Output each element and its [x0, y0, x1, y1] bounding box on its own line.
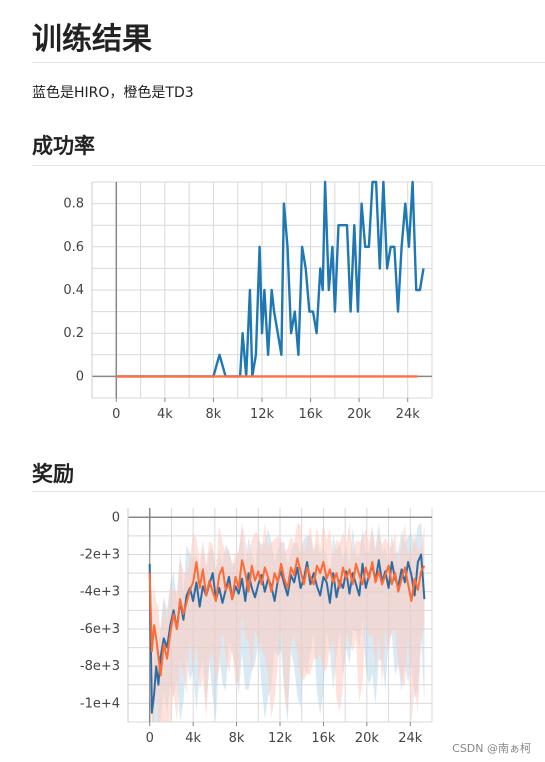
section-divider-success-rate	[32, 165, 545, 166]
series-line-2	[148, 557, 426, 677]
x-tick-label: 16k	[299, 407, 324, 422]
y-tick-label: 0.2	[63, 326, 84, 341]
y-tick-label: -4e+3	[80, 585, 120, 600]
x-tick-label: 24k	[396, 407, 421, 422]
x-tick-label: 24k	[398, 731, 423, 746]
x-tick-label: 4k	[157, 407, 173, 422]
x-tick-label: 20k	[355, 731, 380, 746]
x-tick-label: 8k	[229, 731, 245, 746]
success-rate-chart: 0 4k 8k 12k 16k 20k 24k 0 0.2 0.4 0.6 0.8	[63, 180, 433, 422]
x-tick-label: 20k	[347, 407, 372, 422]
series-line-1	[148, 553, 426, 714]
y-tick-label: 0.8	[63, 197, 84, 212]
reward-chart: 0 4k 8k 12k 16k 20k 24k 0 -2e+3 -4e+3 -6e+3 -8e+3 -1…	[80, 508, 433, 746]
section-title-success-rate: 成功率	[32, 134, 95, 158]
x-tick-label: 12k	[268, 731, 293, 746]
x-tick-label: 0	[146, 731, 154, 746]
legend-description: 蓝色是HIRO，橙色是TD3	[32, 85, 194, 101]
y-tick-label: 0.6	[63, 240, 84, 255]
page-title: 训练结果	[32, 22, 152, 57]
x-tick-label: 12k	[250, 407, 275, 422]
y-tick-label: 0	[112, 510, 120, 525]
y-tick-label: -6e+3	[80, 622, 120, 637]
y-tick-label: 0.4	[63, 283, 84, 298]
series-line-1	[116, 180, 425, 378]
y-tick-label: -8e+3	[80, 659, 120, 674]
x-tick-label: 0	[112, 407, 120, 422]
x-tick-label: 8k	[206, 407, 222, 422]
x-tick-label: 16k	[311, 731, 336, 746]
watermark: CSDN @南ぁ柯	[452, 742, 531, 755]
section-title-reward: 奖励	[32, 462, 74, 486]
y-tick-label: -2e+3	[80, 548, 120, 563]
y-tick-label: 0	[76, 369, 84, 384]
title-divider	[32, 62, 545, 63]
x-tick-label: 4k	[185, 731, 201, 746]
section-divider-reward	[32, 491, 545, 492]
raw-band-series-2	[149, 522, 425, 722]
y-tick-label: -1e+4	[80, 696, 120, 711]
